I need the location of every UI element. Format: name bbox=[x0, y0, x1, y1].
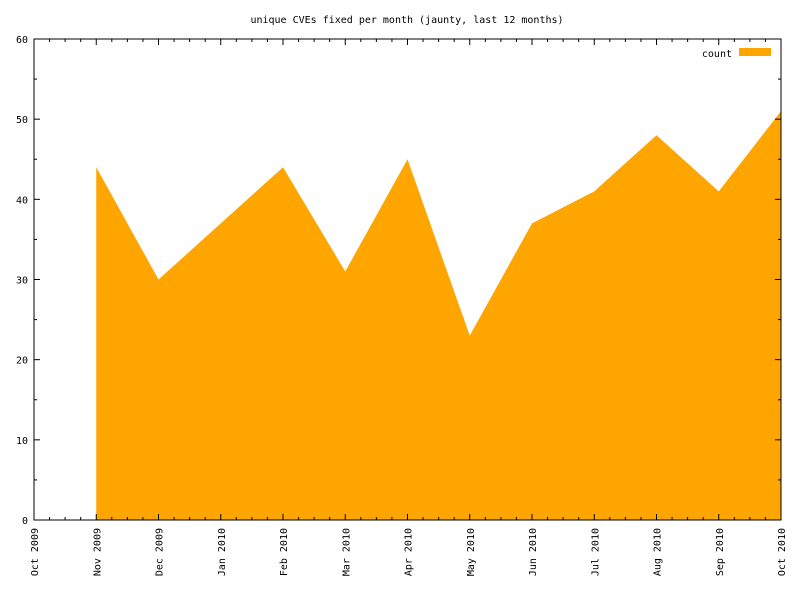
y-tick-label: 50 bbox=[16, 115, 28, 126]
x-tick-label: Sep 2010 bbox=[715, 528, 726, 576]
area-layer bbox=[96, 111, 782, 521]
x-tick-label: Feb 2010 bbox=[279, 528, 290, 576]
y-tick-label: 0 bbox=[22, 516, 28, 527]
y-tick-label: 40 bbox=[16, 195, 28, 206]
x-tick-label: Jul 2010 bbox=[590, 528, 601, 576]
y-tick-label: 30 bbox=[16, 276, 28, 287]
x-tick-label: Apr 2010 bbox=[404, 528, 415, 576]
x-tick-label: Nov 2009 bbox=[92, 528, 103, 576]
x-tick-label: Mar 2010 bbox=[341, 528, 352, 576]
series-area-count bbox=[96, 111, 781, 521]
x-tick-label: Oct 2009 bbox=[30, 528, 41, 576]
x-tick-label: Dec 2009 bbox=[155, 528, 166, 576]
x-tick-label: May 2010 bbox=[466, 528, 477, 576]
legend-swatch bbox=[739, 48, 771, 56]
chart-title: unique CVEs fixed per month (jaunty, las… bbox=[250, 15, 563, 26]
x-tick-label: Aug 2010 bbox=[653, 528, 664, 576]
y-tick-label: 10 bbox=[16, 436, 28, 447]
legend: count bbox=[702, 48, 771, 60]
axes-layer: 0 10 20 30 40 50 60 Oct 2009 Nov 2009 Dec 2009 Jan… bbox=[16, 35, 788, 576]
x-tick-label: Oct 2010 bbox=[777, 528, 788, 576]
legend-label: count bbox=[702, 49, 732, 60]
y-tick-label: 20 bbox=[16, 356, 28, 367]
x-tick-label: Jan 2010 bbox=[217, 528, 228, 576]
y-tick-label: 60 bbox=[16, 35, 28, 46]
x-tick-label: Jun 2010 bbox=[528, 528, 539, 576]
